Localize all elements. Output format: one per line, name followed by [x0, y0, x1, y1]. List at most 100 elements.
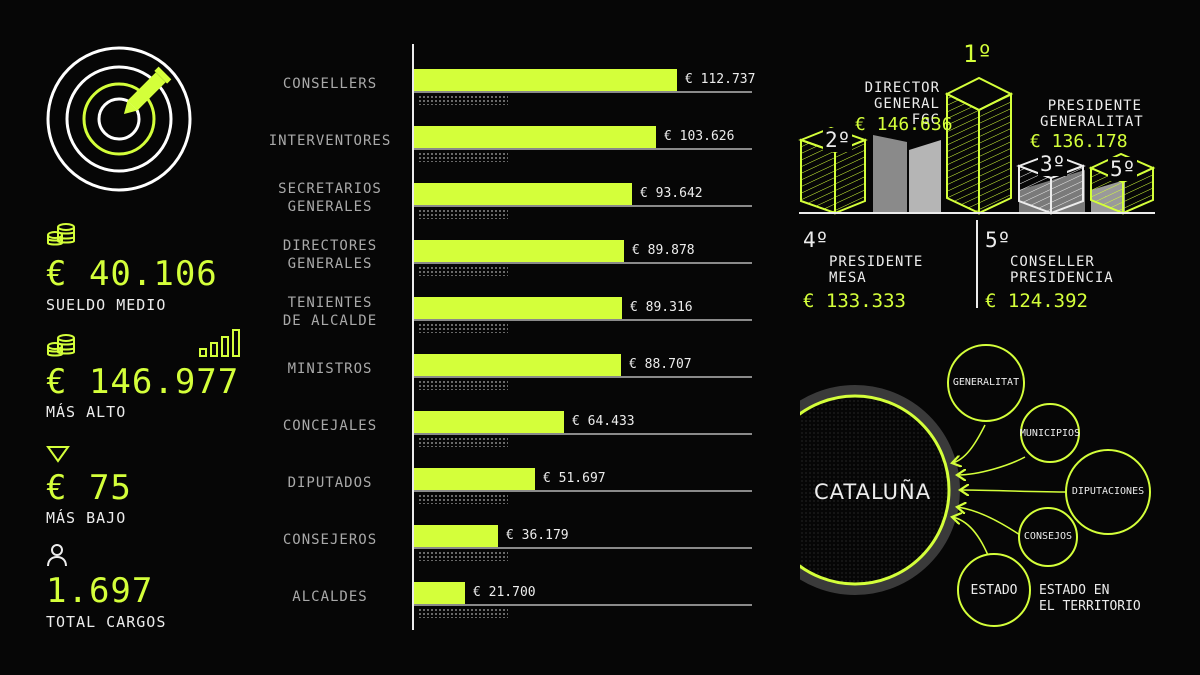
dotted-grid	[418, 209, 508, 219]
category-label: TENIENTES DE ALCALDE	[282, 295, 378, 329]
person-icon	[47, 544, 67, 567]
triangle-down-icon	[46, 446, 70, 463]
bar	[414, 69, 677, 91]
bar-value-label: € 51.697	[543, 471, 606, 486]
total-positions-value: 1.697	[46, 571, 154, 611]
coins-icon	[47, 223, 75, 246]
category-label: CONSEJEROS	[282, 532, 378, 548]
bar-baseline	[414, 148, 752, 150]
bar-value-label: € 88.707	[629, 357, 692, 372]
bar-baseline	[414, 376, 752, 378]
node-consejos: CONSEJOS	[1023, 531, 1073, 542]
conseller-presidencia-value: € 124.392	[985, 290, 1088, 312]
president-mesa-title-line2: MESA	[829, 270, 867, 286]
president-generalitat-title: PRESIDENTE GENERALITAT	[1040, 98, 1144, 130]
category-label: DIRECTORES GENERALES	[282, 238, 378, 272]
bar-baseline	[414, 91, 752, 93]
category-label: CONSELLERS	[282, 76, 378, 92]
rank-first-label: 1º	[963, 40, 992, 68]
bar-baseline	[414, 205, 752, 207]
coins-icon	[47, 334, 75, 357]
conseller-presidencia-title-line2: PRESIDENCIA	[1010, 270, 1114, 286]
highest-salary-value: € 146.977	[46, 362, 240, 402]
node-municipios: MUNICIPIOS	[1019, 428, 1081, 439]
dotted-grid	[418, 95, 508, 105]
total-positions-label: TOTAL CARGOS	[46, 613, 167, 631]
bar	[414, 411, 564, 433]
rank-second-label: 2º	[823, 128, 853, 152]
conseller-presidencia-title: CONSELLER PRESIDENCIA	[1010, 254, 1114, 286]
dotted-grid	[418, 494, 508, 504]
director-fgc-title: DIRECTOR GENERAL FGC	[840, 80, 940, 128]
bar	[414, 183, 632, 205]
bar	[414, 240, 624, 262]
bar	[414, 126, 656, 148]
category-label: DIPUTADOS	[287, 475, 373, 491]
bar-value-label: € 112.737	[685, 72, 756, 87]
bar	[414, 582, 465, 604]
president-mesa-title-line1: PRESIDENTE	[829, 254, 924, 270]
rank-third-label: 3º	[1038, 152, 1068, 176]
conseller-presidencia-title-line1: CONSELLER	[1010, 254, 1095, 270]
director-fgc-title-line1: DIRECTOR	[864, 80, 940, 96]
node-estado: ESTADO	[970, 583, 1018, 598]
target-logo-icon	[46, 46, 192, 192]
bar-value-label: € 21.700	[473, 585, 536, 600]
bar-baseline	[414, 490, 752, 492]
node-generalitat: GENERALITAT	[952, 377, 1020, 388]
director-fgc-value: € 146.636	[855, 114, 953, 135]
category-label: INTERVENTORES	[268, 133, 392, 149]
bar-value-label: € 89.316	[630, 300, 693, 315]
president-generalitat-title-line2: GENERALITAT	[1040, 114, 1144, 130]
lowest-salary-value: € 75	[46, 468, 132, 508]
bar-baseline	[414, 262, 752, 264]
lowest-salary-label: MÁS BAJO	[46, 509, 127, 527]
president-generalitat-value: € 136.178	[1030, 131, 1128, 152]
ranking-divider	[976, 220, 978, 308]
dotted-grid	[418, 551, 508, 561]
signal-bars-icon	[199, 329, 240, 357]
bar-baseline	[414, 319, 752, 321]
category-label: ALCALDES	[292, 589, 368, 605]
bar-baseline	[414, 547, 752, 549]
highest-salary-label: MÁS ALTO	[46, 403, 127, 421]
bar	[414, 354, 621, 376]
administration-diagram	[800, 344, 1151, 627]
rank-fourth-label: 4º	[803, 228, 829, 252]
bar-value-label: € 36.179	[506, 528, 569, 543]
dotted-grid	[418, 608, 508, 618]
dotted-grid	[418, 437, 508, 447]
bar-baseline	[414, 433, 752, 435]
rank-fifth-cube-label: 5º	[1108, 157, 1138, 181]
ranking-buildings-graphic	[798, 76, 1156, 215]
bar-value-label: € 103.626	[664, 129, 735, 144]
dotted-grid	[418, 266, 508, 276]
estado-caption-line1: ESTADO EN	[1039, 583, 1110, 598]
average-salary-label: SUELDO MEDIO	[46, 296, 167, 314]
diagram-center-label: CATALUÑA	[814, 480, 932, 504]
dotted-grid	[418, 380, 508, 390]
estado-caption-line2: EL TERRITORIO	[1039, 599, 1141, 614]
rank-fifth-label: 5º	[985, 228, 1011, 252]
salary-bar-chart: CONSELLERS € 112.737 INTERVENTORES € 103.62…	[268, 44, 756, 630]
dotted-grid	[418, 152, 508, 162]
bar	[414, 468, 535, 490]
category-label: MINISTROS	[287, 361, 373, 377]
bar	[414, 297, 622, 319]
estado-caption: ESTADO EN EL TERRITORIO	[1039, 583, 1141, 615]
bar-value-label: € 64.433	[572, 414, 635, 429]
average-salary-value: € 40.106	[46, 254, 218, 294]
bar-baseline	[414, 604, 752, 606]
president-mesa-value: € 133.333	[803, 290, 906, 312]
director-fgc-title-line2: GENERAL FGC	[873, 96, 940, 128]
bar-value-label: € 89.878	[632, 243, 695, 258]
dotted-grid	[418, 323, 508, 333]
president-mesa-title: PRESIDENTE MESA	[829, 254, 923, 286]
category-label: SECRETARIOS GENERALES	[278, 181, 382, 215]
chart-axis-line	[412, 44, 414, 630]
bar-value-label: € 93.642	[640, 186, 703, 201]
bar	[414, 525, 498, 547]
president-generalitat-title-line1: PRESIDENTE	[1047, 98, 1142, 114]
node-diputaciones: DIPUTACIONES	[1071, 486, 1145, 497]
category-label: CONCEJALES	[282, 418, 378, 434]
